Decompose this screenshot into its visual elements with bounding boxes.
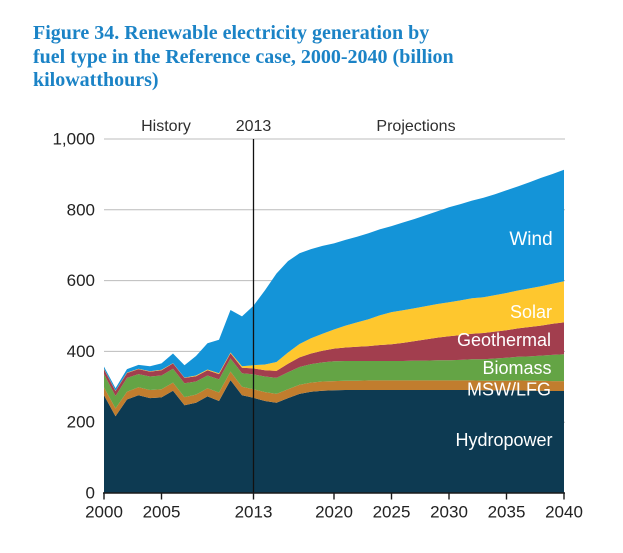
y-tick-label-600: 600 bbox=[67, 271, 95, 290]
x-tick-label-2020: 2020 bbox=[315, 503, 353, 522]
series-label-geothermal: Geothermal bbox=[457, 330, 551, 350]
period-headers: History 2013 Projections bbox=[141, 118, 455, 135]
x-axis-labels: 2000 2005 2013 2020 2025 2030 2035 2040 bbox=[85, 503, 583, 522]
figure-title-line-1: Figure 34. Renewable electricity generat… bbox=[33, 22, 430, 44]
y-tick-label-0: 0 bbox=[86, 484, 95, 503]
series-label-msw-lfg: MSW/LFG bbox=[467, 380, 551, 400]
projections-header: Projections bbox=[376, 118, 455, 135]
area-wind bbox=[104, 169, 564, 391]
x-tick-label-2030: 2030 bbox=[430, 503, 468, 522]
history-header: History bbox=[141, 118, 191, 135]
area-geothermal bbox=[104, 322, 564, 396]
x-tick-label-2035: 2035 bbox=[488, 503, 526, 522]
figure-title-line-2: fuel type in the Reference case, 2000-20… bbox=[33, 45, 454, 68]
x-axis bbox=[103, 492, 565, 500]
y-axis-labels: 0 200 400 600 800 1,000 bbox=[52, 130, 95, 503]
stacked-areas bbox=[104, 169, 564, 493]
series-label-hydropower: Hydropower bbox=[455, 430, 552, 450]
divider-year-header: 2013 bbox=[236, 118, 272, 135]
series-label-wind: Wind bbox=[509, 229, 552, 250]
figure-title: Figure 34. Renewable electricity generat… bbox=[33, 22, 573, 93]
y-tick-label-400: 400 bbox=[67, 342, 95, 361]
series-label-solar: Solar bbox=[510, 302, 552, 322]
y-tick-label-200: 200 bbox=[67, 413, 95, 432]
x-tick-label-2005: 2005 bbox=[143, 503, 181, 522]
y-tick-label-800: 800 bbox=[67, 201, 95, 220]
series-labels: Wind Solar Geothermal Biomass MSW/LFG Hy… bbox=[455, 229, 552, 450]
x-tick-label-2025: 2025 bbox=[373, 503, 411, 522]
figure-title-line-3: kilowatthours) bbox=[33, 69, 159, 91]
x-tick-label-2040: 2040 bbox=[545, 503, 583, 522]
area-hydropower bbox=[104, 380, 564, 493]
area-biomass bbox=[104, 354, 564, 409]
series-label-biomass: Biomass bbox=[482, 358, 551, 378]
x-tick-label-2013: 2013 bbox=[235, 503, 273, 522]
x-tick-label-2000: 2000 bbox=[85, 503, 123, 522]
y-tick-label-1000: 1,000 bbox=[52, 130, 95, 149]
area-msw-lfg bbox=[104, 371, 564, 417]
area-solar bbox=[104, 281, 564, 391]
